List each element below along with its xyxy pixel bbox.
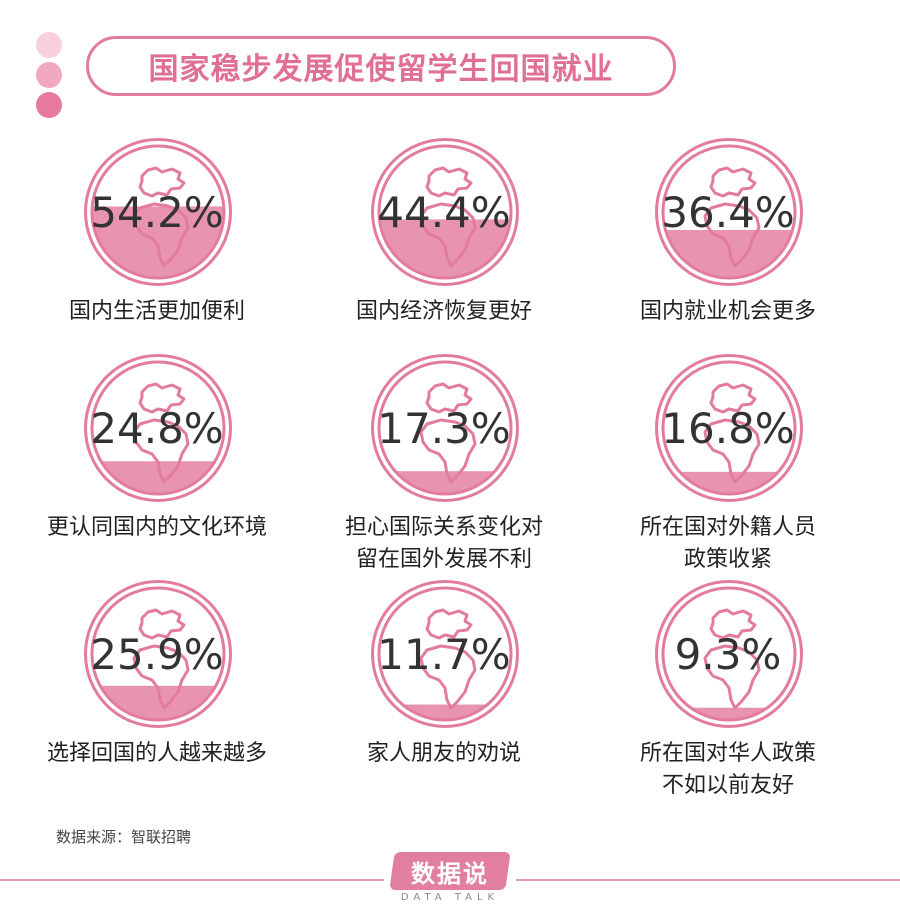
stat-card: 9.3% 所在国对华人政策 不如以前友好 (583, 578, 873, 803)
dot-medium (36, 62, 62, 88)
percent-value: 44.4% (377, 188, 511, 237)
globe (653, 136, 805, 288)
category-label: 国内生活更加便利 (12, 296, 302, 328)
globe-icon (371, 354, 519, 502)
globe (82, 136, 234, 288)
category-label: 所在国对华人政策 不如以前友好 (583, 738, 873, 802)
percent-value: 11.7% (377, 630, 511, 679)
continent-outline (419, 382, 477, 484)
percent-value: 24.8% (90, 404, 224, 453)
stat-card: 17.3% 担心国际关系变化对 留在国外发展不利 (299, 352, 589, 577)
stat-card: 16.8% 所在国对外籍人员 政策收紧 (583, 352, 873, 577)
stat-card: 25.9% 选择回国的人越来越多 (12, 578, 302, 803)
continent-outline (132, 608, 190, 710)
brand-logo: 数据说 DATA TALK (388, 852, 512, 904)
category-label-line: 选择回国的人越来越多 (46, 741, 267, 766)
globe-icon (84, 354, 232, 502)
category-label-line: 所在国对华人政策 (639, 741, 816, 766)
globe (369, 352, 521, 504)
globe (82, 352, 234, 504)
dot-dark (36, 92, 62, 118)
stat-card: 54.2% 国内生活更加便利 (12, 136, 302, 361)
category-label: 选择回国的人越来越多 (12, 738, 302, 770)
decorative-dots (36, 32, 64, 122)
category-label: 国内就业机会更多 (583, 296, 873, 328)
footer-line-left (0, 879, 384, 881)
globe-icon (84, 138, 232, 286)
globe-icon (371, 580, 519, 728)
dot-light (36, 32, 62, 58)
continent-outline (132, 166, 190, 268)
percent-value: 25.9% (90, 630, 224, 679)
category-label-line: 所在国对外籍人员 (639, 515, 816, 540)
globe (82, 578, 234, 730)
stat-card: 36.4% 国内就业机会更多 (583, 136, 873, 361)
continent-outline (132, 382, 190, 484)
fill-level-bar (379, 704, 511, 720)
category-label-line: 不如以前友好 (661, 773, 794, 798)
category-label: 担心国际关系变化对 留在国外发展不利 (299, 512, 589, 576)
percent-value: 17.3% (377, 404, 511, 453)
stat-card: 24.8% 更认同国内的文化环境 (12, 352, 302, 577)
brand-name: 数据说 (411, 860, 489, 888)
continent-outline (419, 166, 477, 268)
percent-value: 9.3% (674, 630, 782, 679)
stat-card: 11.7% 家人朋友的劝说 (299, 578, 589, 803)
category-label: 所在国对外籍人员 政策收紧 (583, 512, 873, 576)
continent-outline (703, 608, 761, 710)
category-label: 国内经济恢复更好 (299, 296, 589, 328)
category-label-line: 国内生活更加便利 (68, 299, 245, 324)
source-note: 数据来源：智联招聘 (56, 828, 192, 846)
globe (369, 136, 521, 288)
continent-outline (703, 166, 761, 268)
category-label-line: 家人朋友的劝说 (366, 741, 521, 766)
category-label-line: 担心国际关系变化对 (344, 515, 543, 540)
percent-value: 54.2% (90, 188, 224, 237)
category-label: 家人朋友的劝说 (299, 738, 589, 770)
category-label-line: 更认同国内的文化环境 (46, 515, 267, 540)
continent-outline (703, 382, 761, 484)
globe-icon (655, 138, 803, 286)
globe (653, 578, 805, 730)
stat-card: 44.4% 国内经济恢复更好 (299, 136, 589, 361)
globe-icon (655, 580, 803, 728)
continent-outline (419, 608, 477, 710)
globe-icon (371, 138, 519, 286)
category-label: 更认同国内的文化环境 (12, 512, 302, 544)
percent-value: 36.4% (661, 188, 795, 237)
chart-title: 国家稳步发展促使留学生回国就业 (148, 52, 614, 87)
category-label-line: 国内经济恢复更好 (355, 299, 532, 324)
globe (369, 578, 521, 730)
percent-value: 16.8% (661, 404, 795, 453)
category-label-line: 国内就业机会更多 (639, 299, 816, 324)
brand-subtitle: DATA TALK (400, 892, 500, 903)
globe (653, 352, 805, 504)
globe-icon (655, 354, 803, 502)
title-pill: 国家稳步发展促使留学生回国就业 (86, 36, 676, 96)
footer-line-right (516, 879, 900, 881)
globe-icon (84, 580, 232, 728)
category-label-line: 留在国外发展不利 (355, 547, 532, 572)
category-label-line: 政策收紧 (683, 547, 772, 572)
